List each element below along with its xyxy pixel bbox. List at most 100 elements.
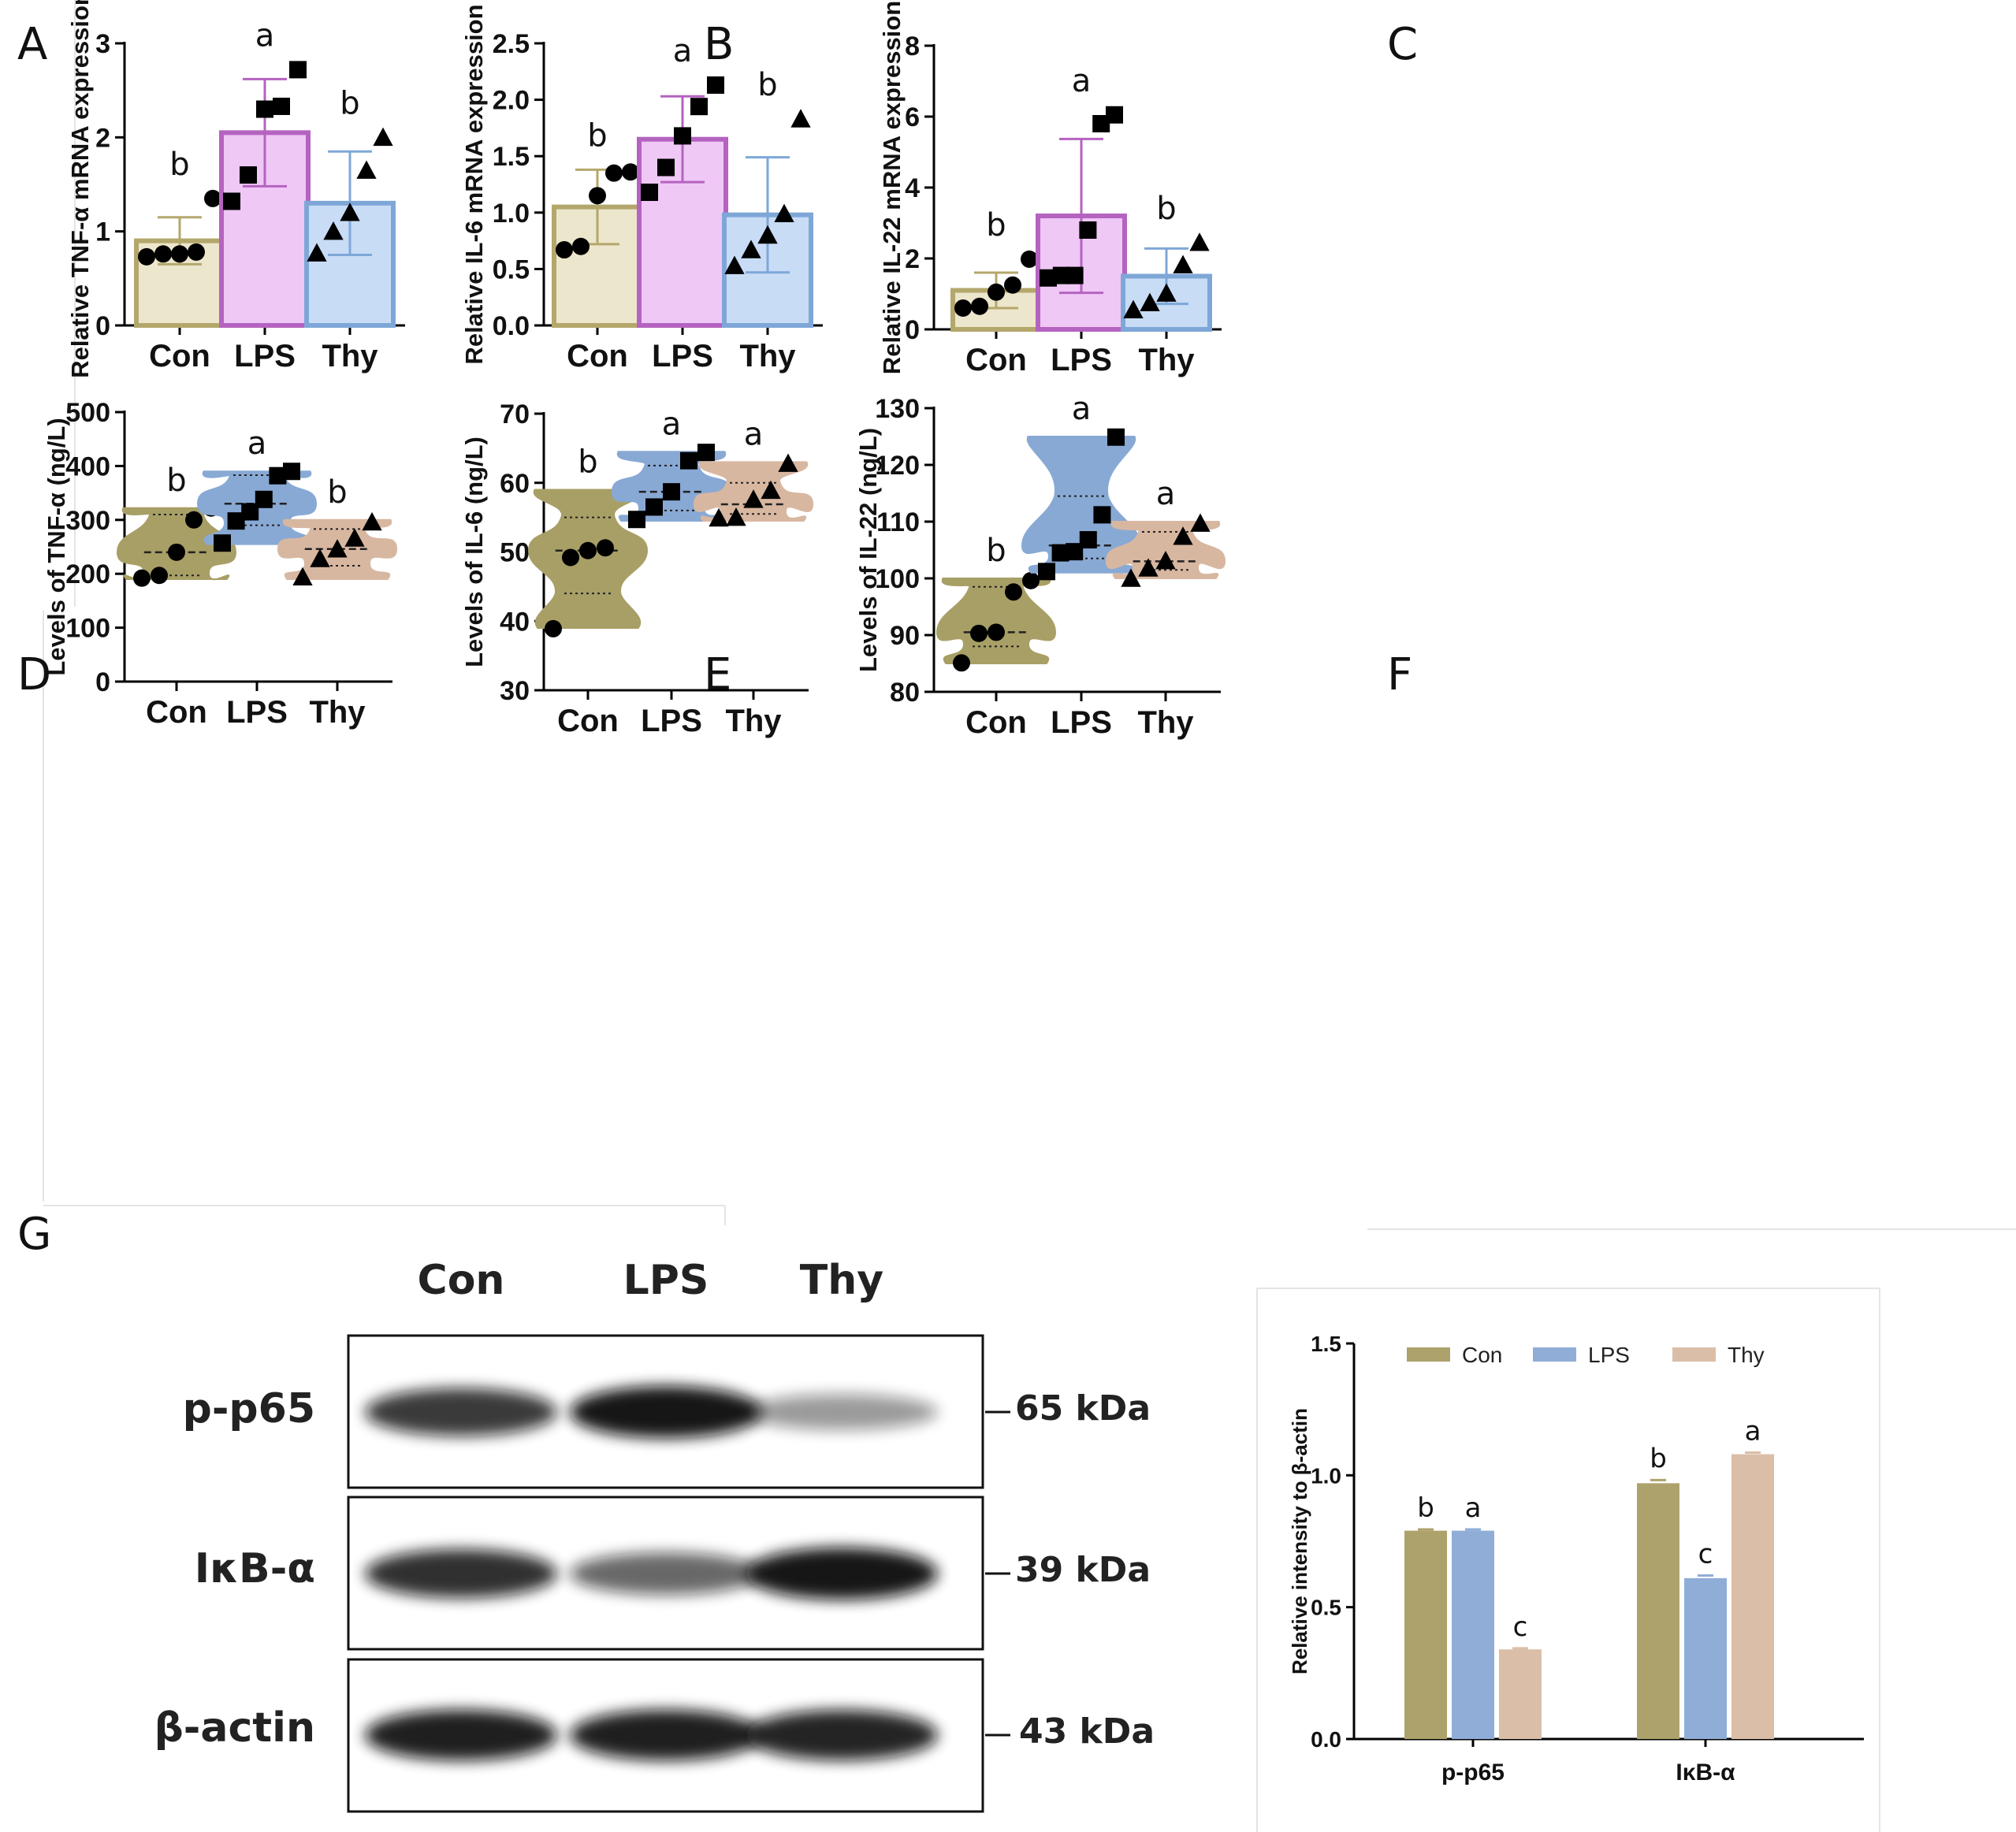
blot-band-actin-con <box>365 1709 557 1761</box>
panel-g-grouped-bar-chart: 0.0 0.5 1.0 1.5 Relative intensity to β-acti… <box>1288 1332 1864 1786</box>
blot-band-pp65-lps <box>570 1385 762 1439</box>
panel-b-data-point <box>724 255 745 274</box>
panel-f-y-tick-label: 80 <box>890 678 920 708</box>
panel-e-data-point <box>562 548 579 567</box>
blot-band-actin-thy <box>746 1709 938 1761</box>
panel-e-violin-chart: 30 40 50 60 70 Con LPS Thy Levels of IL-6 (ng/L)… <box>460 399 814 738</box>
panel-f-data-point <box>1190 513 1211 532</box>
panel-letter-d: D <box>17 649 51 700</box>
panel-f-sig-letter-thy: a <box>1156 476 1176 512</box>
panel-e-data-point <box>709 507 729 527</box>
panel-d-sig-letter-con: b <box>166 463 186 499</box>
panel-d-y-tick-label: 300 <box>65 506 110 536</box>
panel-a-data-point <box>240 166 257 184</box>
panel-d-data-point <box>185 511 203 529</box>
blot-band-pp65-thy <box>746 1394 938 1430</box>
panel-d-data-point <box>241 503 259 521</box>
panel-d-data-point <box>255 490 273 508</box>
panel-g-bar-lps-1 <box>1684 1577 1727 1739</box>
panel-f-x-label-thy: Thy <box>1137 705 1194 740</box>
panel-d-data-point <box>214 534 231 552</box>
panel-f-data-point <box>1066 543 1084 561</box>
panel-e-data-point <box>645 498 663 516</box>
panel-g-legend-label-thy: Thy <box>1728 1343 1765 1367</box>
panel-e-data-point <box>628 511 645 529</box>
panel-d-violin-chart: 0 100 200 300 400 500 Con LPS Thy Levels of TNF-α… <box>43 398 398 730</box>
panel-a-data-point <box>373 127 393 147</box>
panel-c-y-axis-title: Relative IL-22 mRNA expression <box>878 1 906 374</box>
panel-a-x-label-lps: LPS <box>234 339 296 373</box>
panel-b-bar-chart: 0.0 0.5 1.0 1.5 2.0 2.5 Con LPS Thy Relative IL-6… <box>460 4 823 373</box>
panel-a-data-point <box>323 221 344 240</box>
panel-c-data-point <box>1092 115 1110 132</box>
panel-a-y-tick-label: 0 <box>95 311 110 341</box>
panel-d-data-point <box>344 528 365 547</box>
panel-f-violin-con <box>935 578 1057 664</box>
panel-e-sig-letter-lps: a <box>662 406 682 442</box>
blot-row-label-ikb-alpha: IκB-α <box>195 1545 315 1592</box>
panel-d-x-label-thy: Thy <box>309 695 366 730</box>
panel-a-data-point <box>356 160 377 179</box>
panel-c-y-tick-label: 4 <box>905 173 920 203</box>
panel-c-bar-chart: 0 2 4 6 8 Con LPS Thy Relative IL-22 mRNA expres… <box>878 1 1222 377</box>
panel-g-x-label-0: p-p65 <box>1441 1760 1505 1786</box>
panel-d-data-point <box>310 548 330 567</box>
panel-a-data-point <box>171 245 188 263</box>
panel-d-y-tick-label: 0 <box>95 667 110 697</box>
panel-b-y-tick-label: 0.5 <box>493 255 530 284</box>
panel-f-x-label-con: Con <box>965 705 1027 740</box>
panel-f-data-point <box>1121 568 1141 587</box>
panel-f-y-tick-label: 130 <box>875 394 920 424</box>
panel-b-data-point <box>674 127 691 145</box>
panel-e-y-tick-label: 40 <box>500 607 530 637</box>
panel-f-data-point <box>1005 583 1022 601</box>
panel-letter-b: B <box>704 19 734 70</box>
panel-b-y-tick-label: 2.5 <box>493 29 530 59</box>
panel-b-data-point <box>605 164 623 182</box>
panel-e-y-tick-label: 30 <box>500 676 530 706</box>
panel-g-x-label-1: IκB-α <box>1676 1760 1735 1786</box>
panel-g-bar-lps-0 <box>1452 1530 1494 1739</box>
panel-g-legend-swatch-con <box>1407 1347 1450 1362</box>
panel-c-data-point <box>1021 250 1038 268</box>
panel-b-data-point <box>741 240 761 258</box>
panel-c-y-tick-label: 2 <box>905 244 920 274</box>
panel-b-y-tick-label: 0.0 <box>493 311 530 341</box>
kda-label-ikb-alpha: 39 kDa <box>1015 1550 1151 1590</box>
panel-a-data-point <box>307 243 327 262</box>
panel-c-data-point <box>1066 266 1084 284</box>
panel-c-y-tick-label: 0 <box>905 315 920 345</box>
panel-d-data-point <box>283 463 300 481</box>
panel-c-data-point <box>1040 269 1057 287</box>
panel-f-data-point <box>1173 526 1193 545</box>
panel-g-legend-swatch-lps <box>1533 1347 1576 1362</box>
blot-band-ib-lps <box>570 1552 762 1595</box>
panel-c-data-point <box>1106 106 1123 124</box>
panel-a-data-point <box>154 245 172 263</box>
panel-b-y-tick-label: 1.0 <box>493 199 530 229</box>
blot-lane-con: Con <box>418 1257 505 1304</box>
panel-b-data-point <box>790 109 811 128</box>
panel-c-data-point <box>1004 276 1021 294</box>
panel-e-y-tick-label: 50 <box>500 538 530 568</box>
panel-e-y-axis-title: Levels of IL-6 (ng/L) <box>460 437 488 667</box>
panel-a-data-point <box>256 100 273 118</box>
panel-d-sig-letter-lps: a <box>247 425 267 462</box>
panel-d-y-tick-label: 200 <box>65 559 110 589</box>
panel-f-data-point <box>1155 551 1176 570</box>
panel-c-data-point <box>1123 299 1144 319</box>
blot-lane-lps: LPS <box>623 1257 709 1304</box>
panel-a-sig-letter-thy: b <box>340 85 359 121</box>
panel-e-x-label-lps: LPS <box>641 704 702 738</box>
panel-e-data-point <box>579 541 597 559</box>
panel-e-data-point <box>726 507 746 526</box>
panel-e-data-point <box>597 539 614 557</box>
panel-g-y-tick-label: 0.0 <box>1311 1727 1341 1752</box>
panel-e-x-label-con: Con <box>557 704 619 738</box>
kda-label-beta-actin: 43 kDa <box>1019 1711 1155 1752</box>
panel-b-data-point <box>774 203 794 222</box>
panel-f-data-point <box>970 624 988 642</box>
panel-f-y-axis-title: Levels of IL-22 (ng/L) <box>854 428 882 672</box>
panel-b-y-axis-title: Relative IL-6 mRNA expression <box>460 4 488 364</box>
panel-g-legend-label-con: Con <box>1462 1343 1502 1367</box>
